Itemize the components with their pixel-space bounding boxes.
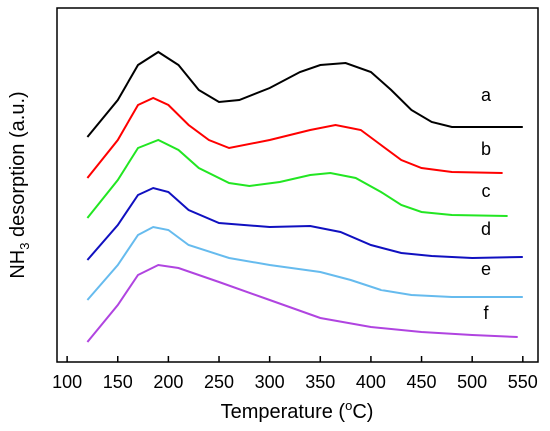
x-tick-label: 350 — [305, 372, 335, 392]
series-label: e — [481, 259, 491, 279]
x-tick-label: 450 — [407, 372, 437, 392]
y-axis-label: NH3 desorption (a.u.) — [7, 91, 32, 278]
curve — [86, 138, 508, 219]
x-tick-label: 550 — [508, 372, 538, 392]
x-tick-label: 300 — [255, 372, 285, 392]
x-tick-label: 100 — [52, 372, 82, 392]
curve — [86, 50, 523, 138]
y-label-sub: 3 — [17, 243, 32, 250]
series-label: d — [481, 219, 491, 239]
curve — [86, 96, 503, 179]
series-label: b — [481, 139, 491, 159]
y-label-text: NH — [7, 250, 29, 279]
curve — [86, 186, 523, 261]
x-label-text: Temperature ( — [221, 401, 346, 423]
x-label-text: C) — [352, 401, 373, 423]
x-tick-label: 200 — [153, 372, 183, 392]
curve — [86, 225, 523, 301]
x-tick-label: 150 — [103, 372, 133, 392]
x-label-sup: o — [345, 398, 352, 413]
x-tick-label: 250 — [204, 372, 234, 392]
x-axis-label: Temperature (oC) — [221, 398, 374, 423]
plot-frame — [56, 7, 539, 363]
series-label: c — [482, 181, 491, 201]
y-label-text: desorption (a.u.) — [7, 91, 29, 242]
series-label: a — [481, 85, 492, 105]
curve — [86, 263, 518, 343]
series-label: f — [483, 303, 489, 323]
x-tick-label: 500 — [457, 372, 487, 392]
x-tick-label: 400 — [356, 372, 386, 392]
